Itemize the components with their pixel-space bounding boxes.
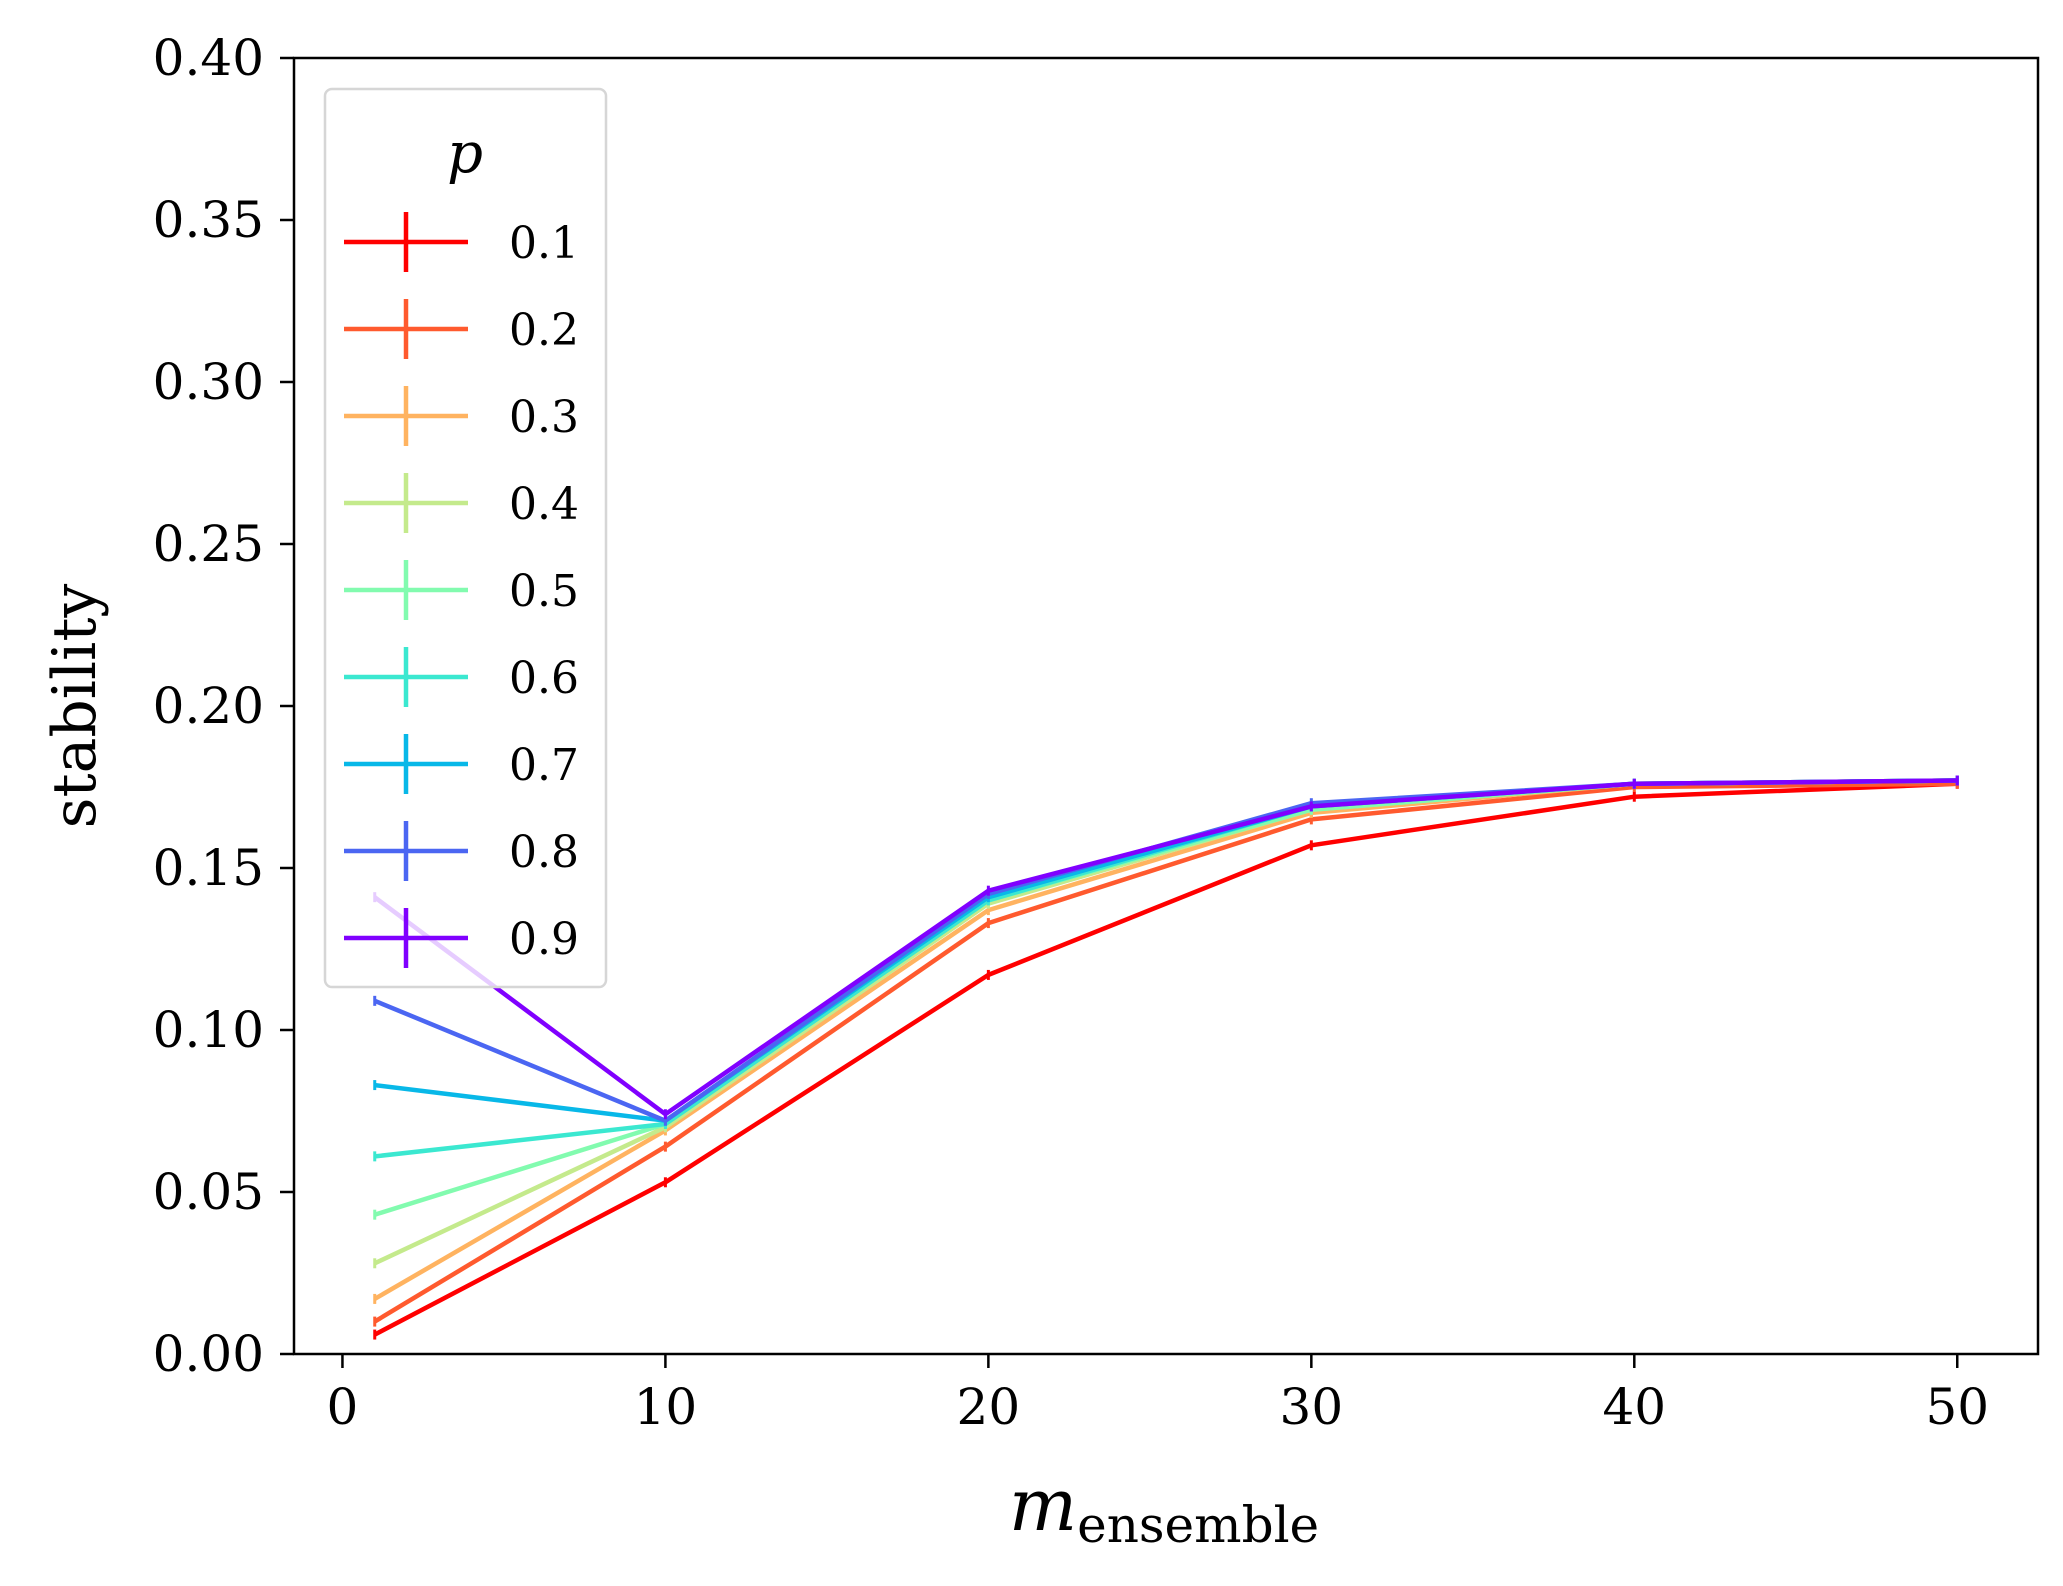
y-tick-label: 0.15 bbox=[153, 839, 264, 897]
x-axis-label-subscript: ensemble bbox=[1077, 1496, 1319, 1554]
legend-item: 0.5 bbox=[344, 560, 579, 620]
legend-label: 0.8 bbox=[509, 827, 579, 878]
legend-item: 0.2 bbox=[344, 299, 579, 359]
x-tick-label: 30 bbox=[1280, 1378, 1344, 1436]
series-line bbox=[373, 781, 1958, 1337]
x-tick-label: 20 bbox=[957, 1378, 1021, 1436]
legend-title: p bbox=[447, 121, 483, 186]
x-tick-label: 0 bbox=[327, 1378, 359, 1436]
y-tick-label: 0.20 bbox=[153, 677, 264, 735]
x-tick-label: 40 bbox=[1602, 1378, 1666, 1436]
series-line bbox=[373, 781, 1958, 1324]
axis-layer: 0 10 20 30 40 50 0.00 0.05 0.10 0.15 0.20 0.25 0.30 0… bbox=[153, 29, 1989, 1436]
legend: p 0.1 0.2 0.3 0.4 0.5 0.6 0.7 0.8 0.9 bbox=[323, 87, 608, 989]
y-axis-label: stability bbox=[40, 584, 110, 829]
legend-item: 0.1 bbox=[344, 212, 579, 272]
legend-label: 0.5 bbox=[509, 566, 579, 617]
legend-item: 0.8 bbox=[344, 821, 579, 881]
legend-label: 0.9 bbox=[509, 914, 579, 965]
legend-item: 0.7 bbox=[344, 734, 579, 794]
x-tick-label: 50 bbox=[1925, 1378, 1989, 1436]
legend-label: 0.3 bbox=[509, 392, 579, 443]
x-axis-label: mensemble bbox=[1009, 1463, 1319, 1554]
y-tick-label: 0.35 bbox=[153, 191, 264, 249]
y-tick-label: 0.30 bbox=[153, 353, 264, 411]
x-tick-label: 10 bbox=[634, 1378, 698, 1436]
legend-item: 0.9 bbox=[344, 908, 579, 968]
legend-item: 0.4 bbox=[344, 473, 579, 533]
x-axis-label-main: m bbox=[1009, 1463, 1077, 1547]
legend-item: 0.3 bbox=[344, 386, 579, 446]
y-tick-label: 0.40 bbox=[153, 29, 264, 87]
y-tick-label: 0.00 bbox=[153, 1325, 264, 1383]
legend-label: 0.1 bbox=[509, 218, 579, 269]
series-line bbox=[373, 778, 1958, 1117]
y-tick-label: 0.05 bbox=[153, 1163, 264, 1221]
series-layer bbox=[373, 775, 1959, 1340]
legend-item: 0.6 bbox=[344, 647, 579, 707]
y-tick-label: 0.25 bbox=[153, 515, 264, 573]
legend-label: 0.4 bbox=[509, 479, 579, 530]
legend-label: 0.2 bbox=[509, 305, 579, 356]
legend-label: 0.6 bbox=[509, 653, 579, 704]
legend-label: 0.7 bbox=[509, 740, 579, 791]
y-tick-label: 0.10 bbox=[153, 1001, 264, 1059]
